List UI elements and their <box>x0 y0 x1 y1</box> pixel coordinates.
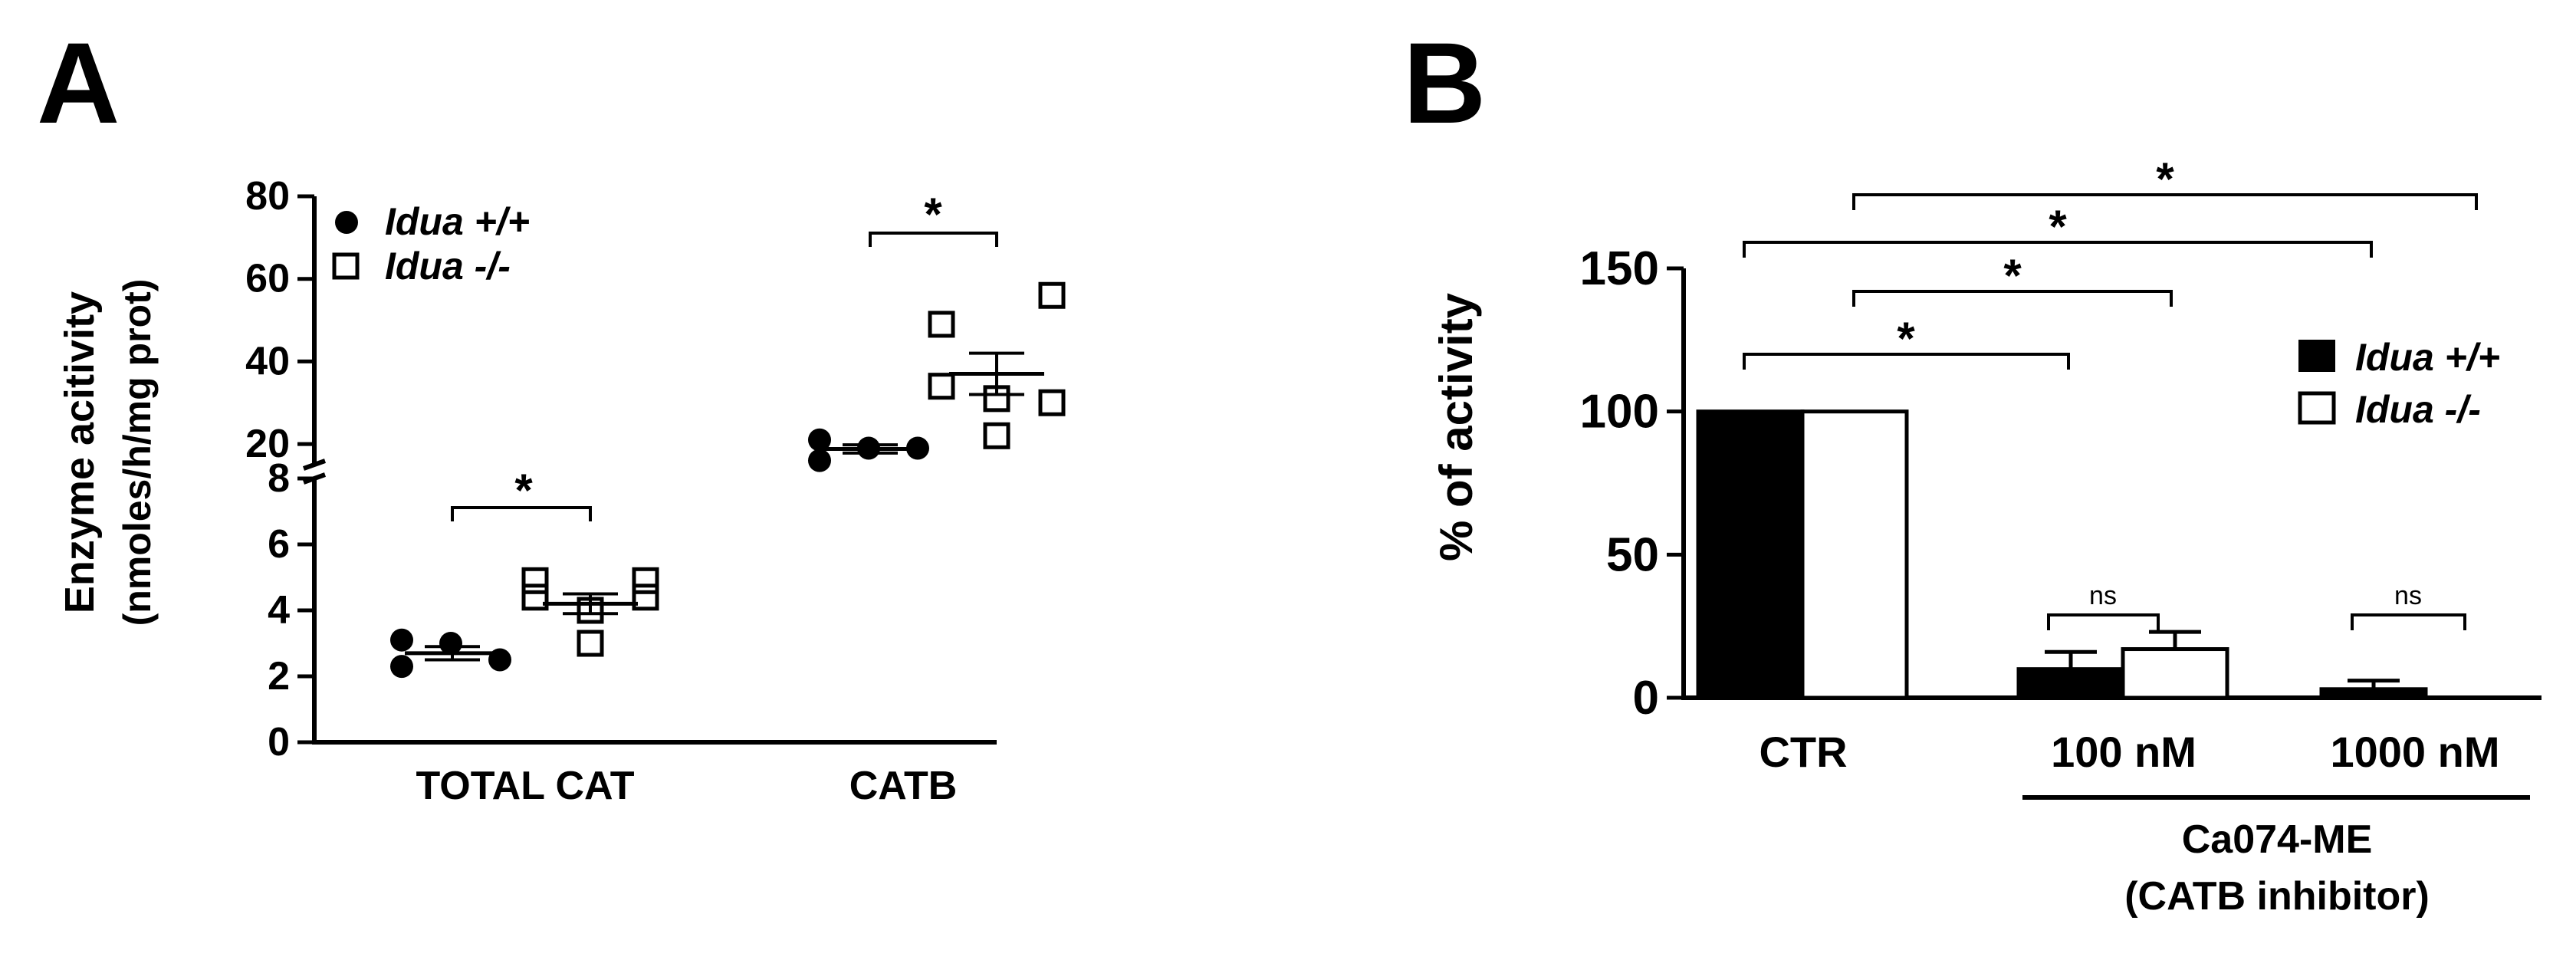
data-point-idua-ko <box>928 373 955 400</box>
panel-b-star-4: * <box>2156 153 2174 205</box>
data-point-idua-ko <box>632 584 659 611</box>
panel-b-ns-100nm: ns <box>2089 581 2117 610</box>
panel-a-bracket-catb <box>869 232 998 247</box>
panel-b-bracket-ns-100nm <box>2047 613 2160 630</box>
panel-a: A Enzyme acitivity (nmoles/h/mg prot) 0 2… <box>37 18 1066 808</box>
panel-a-bracket-total-cat <box>451 506 592 521</box>
panel-a-y-ticks: 0 2 4 6 820 40 60 80 <box>245 174 314 764</box>
data-point-idua-ko <box>577 630 604 657</box>
legend-label-idua-wt-b: Idua +/+ <box>2355 336 2500 379</box>
panel-a-data-points <box>390 281 1066 679</box>
panel-a-legend: Idua +/+ Idua -/- <box>332 200 530 288</box>
panel-b-star-1: * <box>1897 313 1915 364</box>
data-point-idua-ko <box>521 584 549 611</box>
panel-b-bars <box>1696 409 2532 700</box>
panel-b-xtick-100nm: 100 nM <box>2051 728 2196 776</box>
legend-swatch-idua-ko <box>2298 391 2336 425</box>
panel-a-ytick-label: 8 <box>268 456 290 501</box>
panel-b-star-2: * <box>2003 250 2022 301</box>
panel-b-group-label-line2: (CATB inhibitor) <box>2124 874 2430 919</box>
panel-b-legend: Idua +/+ Idua -/- <box>2298 336 2500 431</box>
data-point-idua-ko <box>928 311 955 338</box>
panel-b-y-ticks: 0 50 100 150 <box>1580 242 1684 725</box>
data-point-idua-ko <box>632 567 659 594</box>
panel-a-ylabel-line1: Enzyme acitivity <box>57 291 103 613</box>
panel-b-ns-1000nm: ns <box>2394 581 2422 610</box>
panel-b-xtick-1000nm: 1000 nM <box>2331 728 2500 776</box>
legend-swatch-idua-wt <box>2298 340 2335 372</box>
panel-a-xtick-catb: CATB <box>849 764 958 808</box>
panel-b-label: B <box>1403 18 1486 147</box>
data-point-idua-ko <box>1038 281 1066 309</box>
panel-b-bracket-ctr-1000nm-ko <box>1852 193 2478 210</box>
panel-a-ytick-label: 20 <box>245 422 290 466</box>
panel-b-star-3: * <box>2049 201 2067 252</box>
panel-b-bracket-ctr-1000nm-wt <box>1743 241 2373 258</box>
legend-label-idua-ko: Idua -/- <box>385 245 511 288</box>
panel-a-ytick-label: 80 <box>245 174 290 219</box>
panel-a-ytick-label: 0 <box>268 720 290 764</box>
legend-marker-idua-wt <box>335 211 358 234</box>
panel-b: B % of activity 0 50 100 150 CTR 100 nM 100… <box>1403 18 2542 919</box>
bar-idua-ko <box>1800 409 1909 700</box>
panel-a-axis-break-upper <box>302 459 327 471</box>
bar-idua-ko <box>2121 647 2229 700</box>
data-point-idua-wt <box>439 632 462 655</box>
panel-a-ytick-label: 4 <box>268 588 290 633</box>
panel-b-ytick-label: 0 <box>1633 672 1659 725</box>
panel-a-ylabel-line2: (nmoles/h/mg prot) <box>116 279 159 626</box>
legend-marker-idua-ko <box>332 252 360 280</box>
legend-label-idua-ko-b: Idua -/- <box>2355 388 2481 431</box>
panel-b-ytick-label: 50 <box>1606 528 1659 581</box>
panel-b-significance: * * * * ns ns <box>1743 153 2478 630</box>
panel-a-ytick-label: 2 <box>268 654 290 699</box>
panel-b-bracket-ctr-100nm-ko <box>1852 290 2173 307</box>
panel-a-xtick-total-cat: TOTAL CAT <box>416 764 634 808</box>
panel-b-xtick-ctr: CTR <box>1759 728 1847 776</box>
panel-b-ylabel: % of activity <box>1431 292 1482 561</box>
data-point-idua-wt <box>808 428 831 452</box>
panel-a-ytick-label: 40 <box>245 339 290 383</box>
data-point-idua-ko <box>983 422 1010 449</box>
data-point-idua-wt <box>390 628 413 652</box>
legend-label-idua-wt: Idua +/+ <box>385 200 530 243</box>
bar-idua-wt <box>2016 667 2125 700</box>
data-point-idua-ko <box>1038 389 1066 416</box>
panel-a-star-total-cat: * <box>514 465 533 516</box>
panel-b-ytick-label: 150 <box>1580 242 1659 295</box>
panel-a-label: A <box>37 18 120 147</box>
bar-idua-wt <box>2319 687 2428 700</box>
panel-b-group-label-line1: Ca074-ME <box>2182 817 2373 862</box>
panel-a-significance: * * <box>451 189 998 521</box>
data-point-idua-ko <box>521 567 549 594</box>
panel-b-bracket-ns-1000nm <box>2351 613 2466 630</box>
panel-b-ytick-label: 100 <box>1580 386 1659 439</box>
bar-idua-wt <box>1696 409 1805 700</box>
panel-a-ytick-label: 60 <box>245 257 290 301</box>
data-point-idua-wt <box>808 449 831 472</box>
panel-b-bracket-ctr-100nm-wt <box>1743 353 2070 370</box>
panel-a-star-catb: * <box>924 189 942 240</box>
panel-a-ytick-label: 6 <box>268 522 290 567</box>
data-point-idua-wt <box>390 655 413 679</box>
